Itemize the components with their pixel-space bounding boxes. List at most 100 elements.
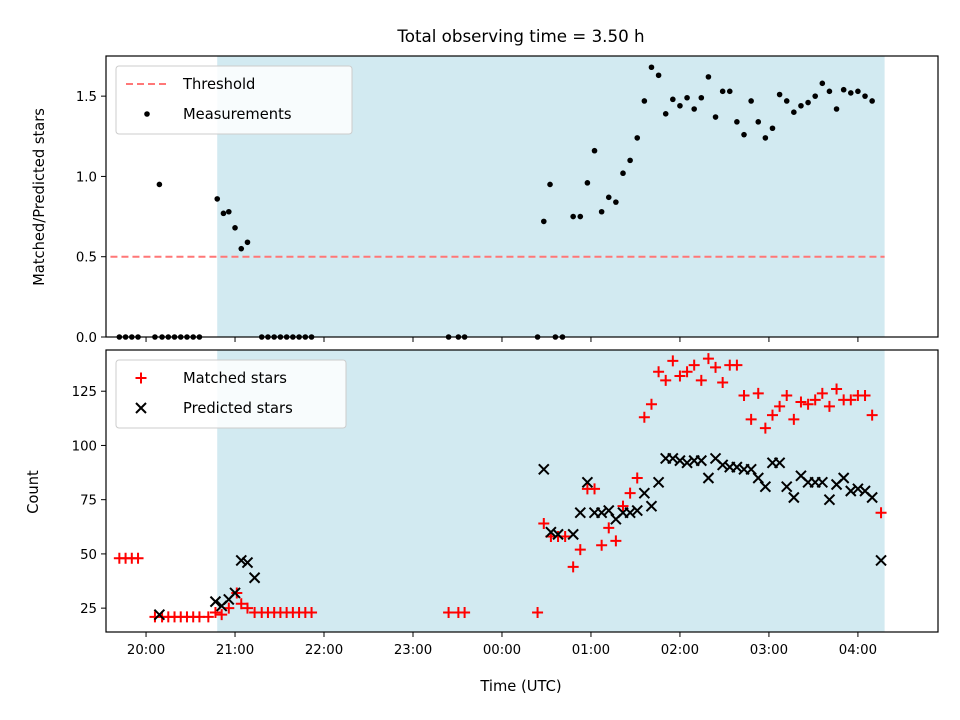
measurement-point [677, 102, 683, 109]
measurement-point [783, 98, 790, 104]
matched-star-point [235, 598, 247, 610]
predicted-star-point [638, 487, 651, 499]
x-tick: 20:00 [127, 632, 165, 658]
predicted-star-point [773, 457, 786, 469]
measurement-point [591, 147, 598, 154]
matched-star-point [674, 370, 686, 382]
chart-title: Total observing time = 3.50 h [396, 26, 644, 46]
matched-star-point [695, 374, 707, 386]
y-tick: 0.5 [76, 251, 106, 266]
matched-star-point [631, 472, 643, 484]
predicted-star-point [716, 459, 729, 471]
y-tick-label: 1.5 [76, 90, 97, 105]
matched-star-point [781, 390, 793, 402]
predicted-star-point [745, 463, 757, 476]
legend-predicted-swatch [135, 402, 147, 414]
measurement-point [862, 93, 868, 99]
axes-frame [105, 55, 939, 338]
predicted-star-point [229, 587, 241, 599]
y-tick-label: 100 [72, 439, 97, 454]
measurement-point [712, 114, 719, 120]
predicted-star-point [552, 528, 564, 541]
measurement-point [826, 88, 833, 95]
measurement-point [855, 88, 861, 95]
predicted-star-point [845, 485, 857, 497]
legend: Matched stars Predicted stars [115, 359, 347, 429]
legend-entry-label: Matched stars [183, 370, 287, 387]
count-panel: 25 50 75 100 125 20:00 21:00 22:00 23:00 00:00 01:… [72, 349, 939, 658]
measurement-point [748, 98, 754, 104]
matched-star-point [660, 374, 672, 386]
matched-star-point [610, 535, 622, 547]
predicted-star-point [631, 504, 643, 517]
measurement-point [605, 194, 612, 201]
matched-star-point [209, 606, 221, 618]
predicted-star-point [581, 476, 594, 489]
x-tick-label: 01:00 [572, 643, 610, 658]
y-tick: 0.0 [76, 331, 106, 346]
matched-star-point [681, 366, 693, 378]
x-tick-label: 21:00 [216, 643, 254, 658]
predicted-star-point [875, 554, 887, 567]
matched-star-point [617, 500, 629, 512]
matched-star-point [241, 602, 253, 614]
y-tick-label: 25 [80, 602, 97, 617]
y-tick: 1.5 [76, 90, 106, 105]
x-tick: 00:00 [483, 632, 521, 658]
matched-star-point [688, 359, 700, 371]
matched-star-point [567, 561, 579, 573]
x-tick: 01:00 [572, 632, 610, 658]
matched-star-point [802, 398, 814, 410]
predicted-star-point [209, 595, 222, 608]
measurement-point [805, 99, 811, 106]
matched-star-point [745, 413, 757, 425]
measurement-point [726, 88, 733, 95]
predicted-star-point [248, 572, 261, 584]
matched-star-point [831, 383, 843, 395]
measurement-point [541, 218, 547, 225]
predicted-star-point [545, 526, 557, 538]
matched-star-point [532, 606, 544, 618]
predicted-star-point [624, 506, 636, 519]
legend-entry-label: Measurements [183, 106, 292, 123]
measurement-point [798, 102, 804, 109]
x-tick-label: 23:00 [394, 643, 432, 658]
measurement-point [691, 106, 697, 112]
measurement-point [225, 208, 232, 215]
y-tick-label: 1.0 [76, 170, 97, 185]
matched-star-point [645, 398, 657, 410]
predicted-star-point [823, 493, 836, 506]
matched-star-point [638, 411, 650, 423]
x-tick: 22:00 [305, 632, 343, 658]
ratio-panel: 0.0 0.5 1.0 1.5 Threshold Measurements [76, 55, 939, 346]
predicted-star-point [674, 454, 686, 467]
legend-entry-label: Threshold [182, 76, 255, 93]
matched-star-point [667, 355, 679, 367]
x-tick-label: 03:00 [750, 643, 788, 658]
measurement-point [584, 180, 591, 186]
measurement-point [662, 111, 669, 117]
predicted-star-point [731, 461, 743, 473]
matched-star-point [443, 606, 455, 618]
predicted-star-point [667, 452, 679, 465]
measurement-point [741, 131, 747, 138]
matched-star-point [875, 507, 887, 519]
matched-star-point [132, 552, 144, 564]
y-tick-label: 0.5 [76, 251, 97, 266]
y-tick-label: 75 [80, 494, 97, 509]
predicted-star-point [702, 472, 715, 484]
measurement-point [613, 199, 619, 205]
predicted-star-point [241, 556, 254, 569]
predicted-star-point [153, 608, 166, 621]
y-tick-label: 0.0 [76, 331, 97, 346]
x-tick-label: 20:00 [127, 643, 165, 658]
count-axis-label: Count [25, 470, 42, 514]
matched-star-point [459, 606, 471, 618]
matched-star-point [216, 609, 228, 621]
predicted-star-point [759, 480, 772, 493]
y-tick: 1.0 [76, 170, 106, 185]
measurement-point [547, 181, 553, 188]
measurement-point [244, 239, 251, 246]
y-tick: 25 [80, 602, 106, 617]
measurement-point [232, 225, 238, 231]
